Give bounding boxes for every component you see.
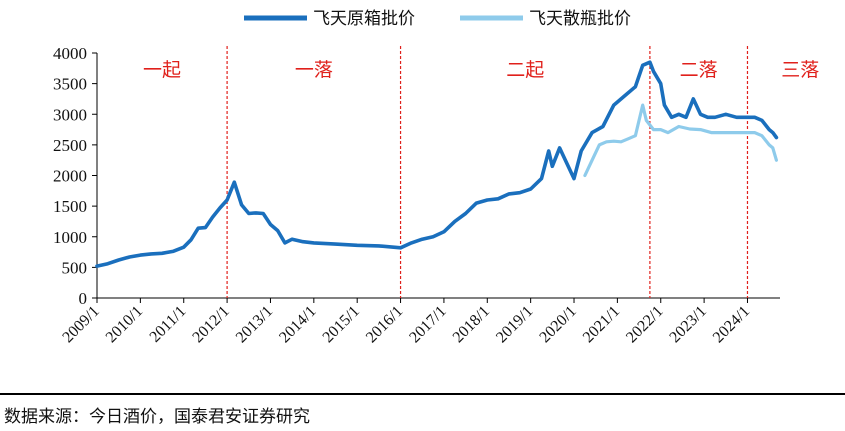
footer-divider: [0, 393, 845, 395]
phase-label: 二起: [506, 59, 544, 81]
x-tick-label: 2019/1: [493, 303, 536, 346]
legend-label-series-1: 飞天原箱批价: [313, 9, 415, 29]
phase-dividers: [226, 46, 749, 298]
series-lines: [95, 60, 779, 268]
x-tick-label: 2021/1: [580, 303, 623, 346]
y-tick-label: 2500: [53, 136, 87, 155]
x-tick-label: 2010/1: [103, 303, 146, 346]
x-tick-label: 2009/1: [59, 303, 102, 346]
line-chart: 飞天原箱批价 飞天散瓶批价 0 500 1000 1500 2000 2500 3000 35…: [53, 9, 819, 346]
phase-labels: 一起 一落 二起 二落 三落: [143, 59, 819, 81]
x-tick-label: 2015/1: [320, 303, 363, 346]
legend: 飞天原箱批价 飞天散瓶批价: [244, 9, 631, 29]
x-tick-label: 2020/1: [536, 303, 579, 346]
x-tick-label: 2022/1: [623, 303, 666, 346]
y-tick-label: 0: [79, 289, 88, 308]
series-line-1: [95, 60, 779, 268]
series-line-2: [583, 103, 778, 178]
x-tick-label: 2012/1: [189, 303, 232, 346]
y-tick-label: 3500: [53, 75, 87, 94]
y-tick-label: 3000: [53, 105, 87, 124]
x-tick-label: 2016/1: [363, 303, 406, 346]
y-tick-label: 1500: [53, 197, 87, 216]
x-tick-label: 2017/1: [406, 303, 449, 346]
phase-label: 一起: [143, 59, 181, 81]
x-tick-label: 2011/1: [147, 303, 190, 346]
phase-label: 三落: [781, 59, 819, 81]
phase-label: 一落: [295, 59, 333, 81]
x-tick-label: 2018/1: [450, 303, 493, 346]
x-tick-label: 2014/1: [276, 303, 319, 346]
y-tick-label: 2000: [53, 167, 87, 186]
x-tick-label: 2023/1: [666, 303, 709, 346]
x-tick-label: 2024/1: [710, 303, 753, 346]
y-tick-label: 1000: [53, 228, 87, 247]
x-tick-label: 2013/1: [233, 303, 276, 346]
phase-label: 二落: [680, 59, 718, 81]
y-tick-label: 500: [62, 258, 88, 277]
legend-label-series-2: 飞天散瓶批价: [529, 9, 631, 29]
source-note: 数据来源：今日酒价，国泰君安证券研究: [4, 407, 310, 427]
y-tick-label: 4000: [53, 44, 87, 63]
